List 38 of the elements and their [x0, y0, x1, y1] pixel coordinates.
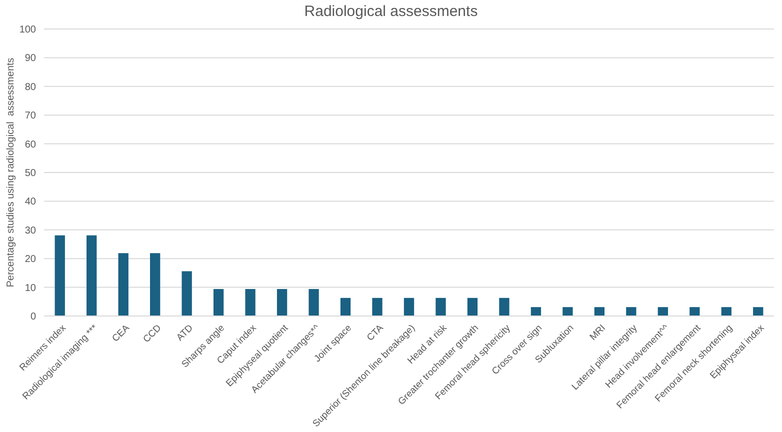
x-tick-label: CEA [110, 322, 132, 344]
y-axis-title: Percentage studies using radiological assessments [6, 58, 16, 288]
bar [182, 271, 192, 316]
bar [690, 307, 700, 316]
bar [530, 307, 542, 316]
y-tick-label: 60 [24, 139, 36, 150]
y-tick-label: 100 [19, 24, 36, 36]
bar [404, 298, 414, 316]
bar [721, 307, 732, 316]
y-tick-label: 80 [24, 82, 36, 93]
bar [308, 289, 319, 316]
y-tick-label: 0 [30, 312, 36, 322]
y-tick-label: 20 [24, 254, 36, 266]
y-tick-label: 90 [24, 53, 36, 64]
bar [213, 289, 224, 316]
bar [499, 298, 510, 316]
y-tick-label: 70 [24, 110, 36, 122]
bar [467, 298, 478, 316]
y-tick-label: 50 [24, 168, 36, 179]
y-tick-label: 10 [24, 282, 36, 294]
bar [436, 298, 446, 316]
bar [594, 307, 605, 316]
bar [245, 289, 256, 316]
bar [54, 235, 65, 316]
x-tick-label: MRI [588, 322, 608, 343]
bar [276, 289, 288, 316]
y-tick-label: 30 [24, 225, 36, 236]
bar [340, 298, 351, 316]
bar [372, 298, 382, 316]
y-tick-label: 40 [24, 196, 36, 208]
bar [118, 253, 128, 316]
bar [626, 307, 636, 316]
bar [658, 307, 668, 316]
bar [562, 307, 573, 316]
bar [150, 253, 160, 316]
bar [753, 307, 764, 316]
chart-title: Radiological assessments [304, 3, 478, 20]
bar [86, 235, 97, 316]
